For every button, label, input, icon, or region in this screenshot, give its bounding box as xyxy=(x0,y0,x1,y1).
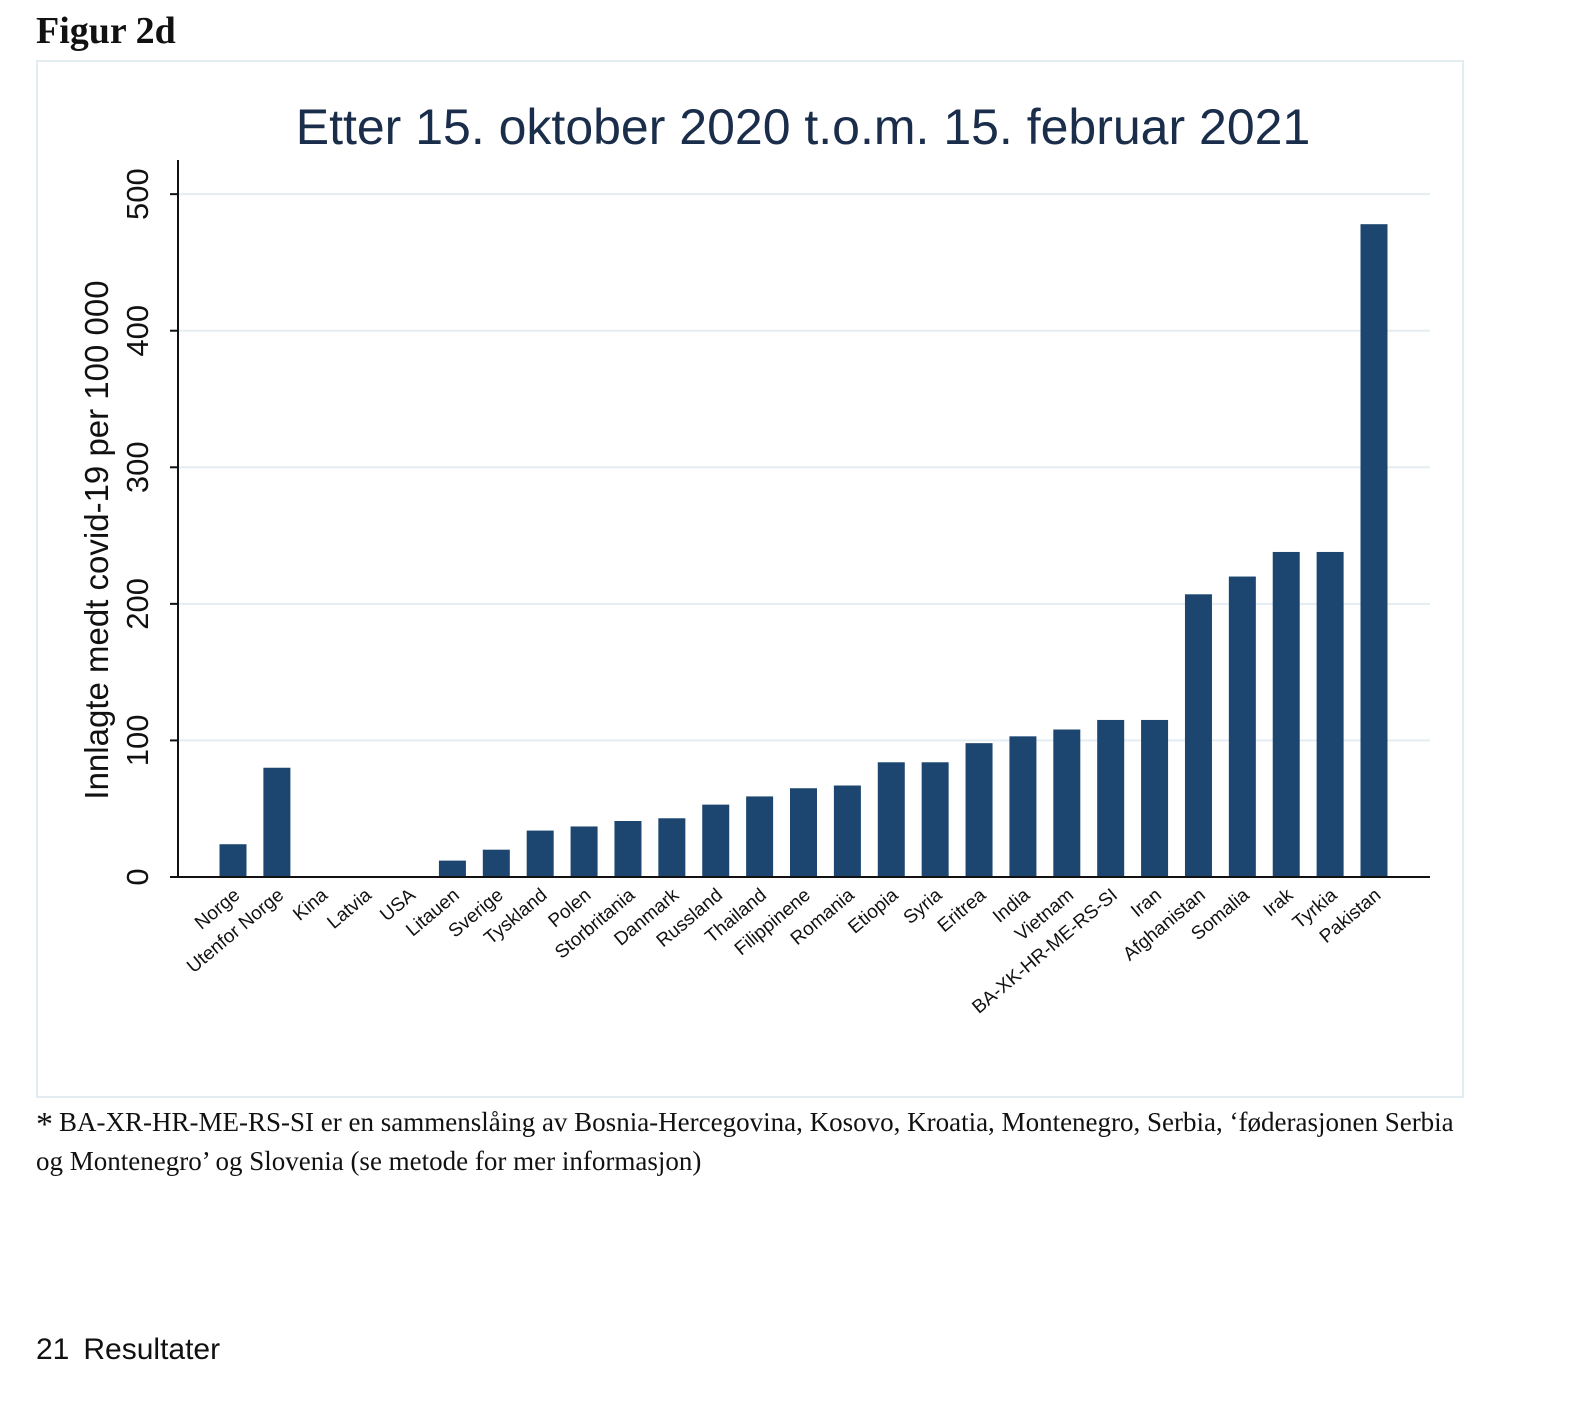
page-number: 21 xyxy=(36,1333,70,1366)
y-axis-label: Innlagte medt covid-19 per 100 000 xyxy=(78,280,115,799)
bar xyxy=(1009,736,1037,877)
bar xyxy=(526,830,554,877)
bar xyxy=(1141,719,1169,877)
y-tick-label: 0 xyxy=(120,868,155,885)
figure-label: Figur 2d xyxy=(36,10,176,52)
bar xyxy=(965,743,993,877)
bar xyxy=(1228,576,1256,877)
chart-title: Etter 15. oktober 2020 t.o.m. 15. februa… xyxy=(296,99,1311,155)
bar xyxy=(438,860,466,877)
bar xyxy=(614,821,642,877)
bar xyxy=(658,818,686,877)
x-tick-label: Latvia xyxy=(324,884,377,933)
bar xyxy=(1272,551,1300,877)
bar xyxy=(833,785,861,877)
y-tick-label: 300 xyxy=(120,441,155,493)
bar xyxy=(1184,594,1212,877)
bar xyxy=(1053,729,1081,877)
page-footer: 21 Resultater xyxy=(36,1330,220,1370)
y-tick-label: 500 xyxy=(120,168,155,220)
chart-frame: 0 100 200 300 400 500 Norge Utenfor Norge Kina La… xyxy=(36,60,1464,1098)
bar xyxy=(921,762,949,877)
bar xyxy=(702,804,730,877)
gridlines xyxy=(178,193,1430,742)
bar xyxy=(1097,719,1125,877)
y-tick-label: 400 xyxy=(120,305,155,357)
section-name: Resultater xyxy=(83,1333,221,1366)
bar xyxy=(482,849,510,877)
footnote-text: BA-XR-HR-ME-RS-SI er en sammenslåing av … xyxy=(36,1107,1454,1176)
bar xyxy=(877,762,905,877)
bar xyxy=(746,796,774,877)
bar xyxy=(219,844,247,877)
bar xyxy=(1316,551,1344,877)
y-tick-label: 100 xyxy=(120,715,155,767)
y-tick-label: 200 xyxy=(120,578,155,630)
footnote: * BA-XR-HR-ME-RS-SI er en sammenslåing av… xyxy=(36,1104,1476,1179)
bar xyxy=(570,826,598,877)
bar xyxy=(790,788,817,877)
x-tick-label: Etiopia xyxy=(844,884,902,938)
x-tick-label: Eritrea xyxy=(934,884,991,936)
bar xyxy=(1360,224,1388,877)
footnote-marker: * xyxy=(36,1106,53,1143)
bar xyxy=(263,767,291,877)
bars xyxy=(219,224,1388,877)
